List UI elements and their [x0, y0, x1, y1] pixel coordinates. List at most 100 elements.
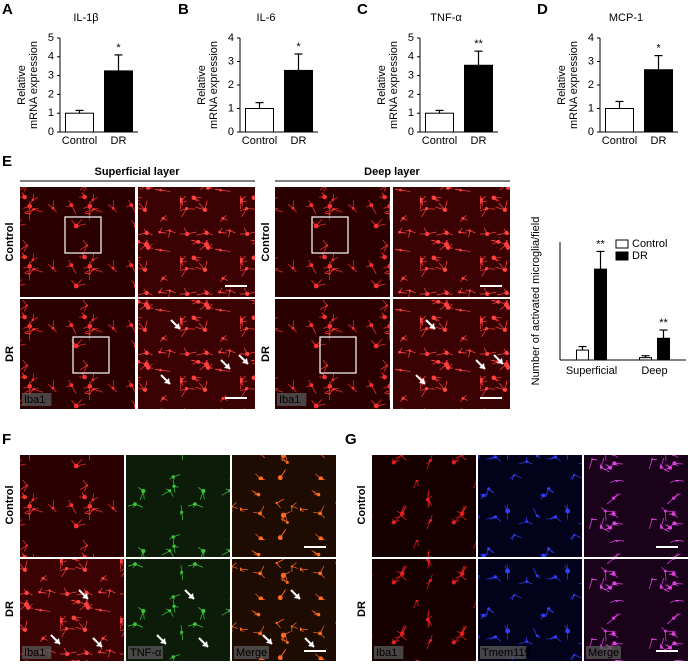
arrow-head — [188, 593, 194, 599]
micrograph — [275, 299, 390, 409]
micrograph — [372, 559, 476, 661]
panel-label: E — [2, 153, 12, 170]
micrograph — [126, 455, 230, 557]
stain-label: Iba1 — [24, 647, 45, 659]
legend-label: Control — [632, 238, 667, 250]
stain-label-bg — [480, 646, 527, 659]
y-axis-label: mRNA expression — [28, 41, 40, 129]
arrow-head — [429, 323, 435, 329]
layer-header: Superficial layer — [95, 166, 181, 178]
zoom-box — [72, 336, 110, 374]
stain-label: Tmem119 — [482, 647, 531, 659]
y-tick-label: 1 — [228, 102, 234, 114]
panel-label: D — [537, 1, 548, 18]
layer-header: Deep layer — [364, 166, 420, 178]
significance: * — [296, 41, 301, 53]
y-tick-label: 0 — [588, 126, 594, 138]
x-tick-label: Control — [62, 135, 97, 147]
x-tick-label: Deep — [641, 365, 667, 377]
stain-label-bg — [22, 646, 52, 659]
arrow-head — [54, 638, 60, 644]
significance: * — [656, 43, 661, 55]
row-label: DR — [4, 346, 16, 362]
y-axis-label: Relative — [556, 65, 568, 105]
micrograph — [584, 455, 688, 557]
y-tick-label: 4 — [48, 51, 54, 63]
micrograph — [20, 187, 135, 297]
zoom-box — [311, 216, 349, 254]
micrograph — [138, 299, 255, 409]
arrow-head — [479, 363, 485, 369]
chart-title: IL-6 — [257, 12, 276, 24]
significance: ** — [596, 238, 605, 250]
panel-label: B — [178, 1, 189, 18]
row-label: Control — [260, 222, 272, 261]
stain-label-bg — [22, 393, 52, 406]
y-axis-label: Number of activated microglia/field — [530, 217, 542, 386]
panel-label: F — [2, 431, 11, 448]
y-tick-label: 0 — [228, 126, 234, 138]
arrow-head — [164, 378, 170, 384]
micrograph — [126, 559, 230, 661]
y-axis-label: mRNA expression — [568, 41, 580, 129]
significance: ** — [659, 317, 668, 329]
zoom-box — [64, 216, 102, 254]
bar — [657, 337, 670, 361]
significance: * — [116, 42, 121, 54]
arrow-head — [294, 593, 300, 599]
y-tick-label: 4 — [408, 51, 414, 63]
panel-label: C — [357, 1, 368, 18]
micrograph — [20, 455, 124, 557]
arrow-head — [202, 641, 208, 647]
legend-swatch — [615, 239, 629, 249]
panel-label: G — [345, 431, 357, 448]
y-axis-label: mRNA expression — [208, 41, 220, 129]
chart-title: MCP-1 — [609, 12, 643, 24]
y-tick-label: 4 — [588, 32, 594, 44]
arrow-head — [308, 641, 314, 647]
micrograph — [275, 187, 390, 297]
bar — [605, 108, 634, 133]
arrow-head — [242, 358, 248, 364]
stain-label: Iba1 — [279, 394, 300, 406]
row-label: DR — [260, 346, 272, 362]
y-axis-label: Relative — [376, 65, 388, 105]
stain-label: Iba1 — [376, 647, 397, 659]
micrograph — [232, 455, 336, 557]
arrow-head — [419, 378, 425, 384]
y-tick-label: 1 — [48, 107, 54, 119]
bar — [644, 69, 673, 133]
arrow-head — [224, 363, 230, 369]
stain-label: Merge — [236, 647, 267, 659]
x-tick-label: Control — [242, 135, 277, 147]
stain-label-bg — [277, 393, 307, 406]
micrograph — [138, 187, 255, 297]
arrow-head — [160, 638, 166, 644]
y-tick-label: 1 — [588, 102, 594, 114]
legend-swatch — [615, 251, 629, 261]
y-tick-label: 3 — [228, 55, 234, 67]
y-tick-label: 2 — [228, 79, 234, 91]
micrograph — [393, 299, 510, 409]
x-tick-label: DR — [651, 135, 667, 147]
y-tick-label: 0 — [408, 126, 414, 138]
arrow-head — [497, 358, 503, 364]
x-tick-label: DR — [291, 135, 307, 147]
significance: ** — [474, 38, 483, 50]
arrow-head — [266, 638, 272, 644]
x-tick-label: DR — [111, 135, 127, 147]
bar — [65, 112, 94, 133]
arrow-head — [174, 323, 180, 329]
micrograph — [20, 559, 124, 661]
arrow-head — [82, 593, 88, 599]
y-tick-label: 4 — [228, 32, 234, 44]
stain-label-bg — [234, 646, 269, 659]
stain-label-bg — [374, 646, 404, 659]
stain-label-bg — [128, 646, 163, 659]
x-tick-label: Control — [602, 135, 637, 147]
bar — [284, 69, 313, 133]
y-axis-label: Relative — [16, 65, 28, 105]
x-tick-label: Control — [422, 135, 457, 147]
micrograph — [372, 455, 476, 557]
micrograph — [478, 455, 582, 557]
